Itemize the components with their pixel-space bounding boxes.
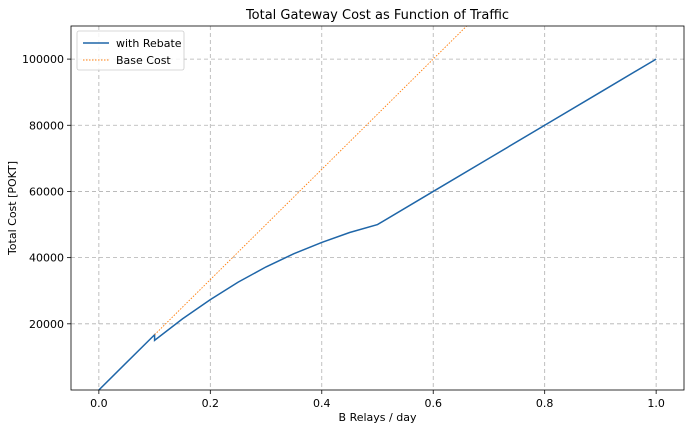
x-tick-label: 0.8 bbox=[536, 397, 554, 410]
series-line-1 bbox=[154, 26, 467, 336]
x-tick-label: 0.0 bbox=[90, 397, 108, 410]
x-tick-label: 0.2 bbox=[202, 397, 220, 410]
x-tick-label: 1.0 bbox=[647, 397, 665, 410]
x-axis-label: B Relays / day bbox=[339, 411, 417, 424]
y-tick-label: 60000 bbox=[29, 185, 64, 198]
y-axis-label: Total Cost [POKT] bbox=[6, 161, 19, 256]
ticks: 0.0 0.2 0.4 0.6 0.8 1.0 20000 40000 60000 80000 10… bbox=[22, 53, 665, 410]
plot-frame bbox=[70, 25, 685, 391]
y-tick-label: 20000 bbox=[29, 318, 64, 331]
legend-label-0: with Rebate bbox=[116, 37, 182, 50]
y-tick-label: 80000 bbox=[29, 119, 64, 132]
series-layer bbox=[98, 26, 657, 390]
legend-box bbox=[76, 30, 185, 71]
legend-label-1: Base Cost bbox=[116, 54, 171, 67]
y-tick-label: 100000 bbox=[22, 53, 64, 66]
y-tick-label: 40000 bbox=[29, 252, 64, 265]
x-tick-label: 0.4 bbox=[313, 397, 331, 410]
chart-title: Total Gateway Cost as Function of Traffi… bbox=[245, 8, 509, 23]
series-line-0 bbox=[98, 58, 657, 390]
x-tick-label: 0.6 bbox=[424, 397, 442, 410]
grid bbox=[71, 26, 684, 390]
legend: with Rebate Base Cost bbox=[76, 30, 185, 71]
